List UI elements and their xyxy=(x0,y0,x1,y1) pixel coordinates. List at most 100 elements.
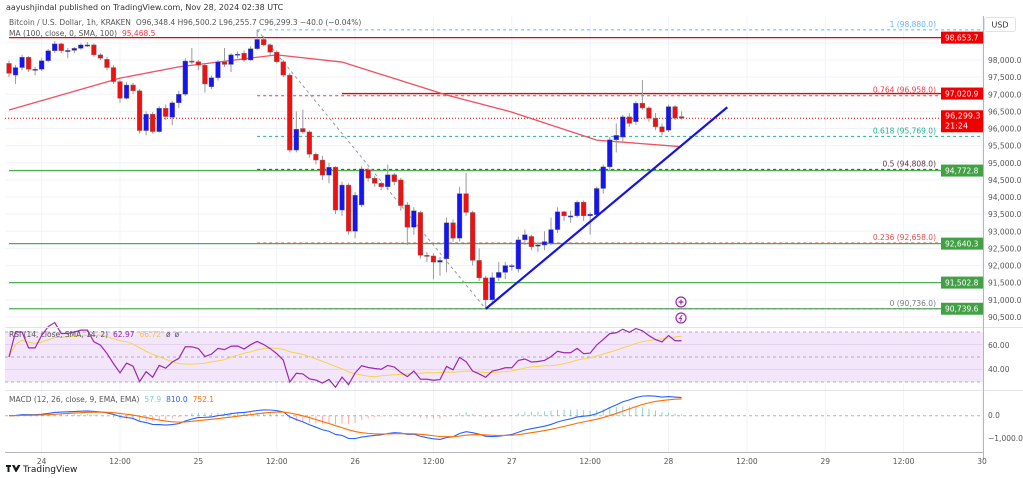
candle xyxy=(261,36,267,47)
candle xyxy=(378,181,384,191)
candle xyxy=(19,54,25,71)
candle xyxy=(150,112,156,134)
candle-body xyxy=(352,195,358,232)
candle-body xyxy=(646,107,652,119)
candle xyxy=(65,48,71,59)
trendline[interactable] xyxy=(484,106,729,310)
time-axis-label: 25 xyxy=(194,457,204,466)
time-axis-label: 12:00 xyxy=(579,457,601,466)
candle-body xyxy=(6,63,12,74)
fib-retracement[interactable]: 1 (98,880.0) 0.764 (96,958.0) 0.618 (95,76… xyxy=(257,20,983,310)
candle-body xyxy=(659,126,665,133)
candle-body xyxy=(633,102,639,122)
candle xyxy=(91,43,97,57)
candle xyxy=(156,106,162,133)
candle xyxy=(463,173,469,216)
candle-body xyxy=(626,116,632,124)
hidden-value-icon[interactable]: ø xyxy=(166,330,171,339)
candle xyxy=(287,73,293,153)
macd-legend[interactable]: MACD (12, 26, close, 9, EMA, EMA) 57.9 810… xyxy=(9,395,214,404)
candle xyxy=(215,60,221,81)
candle-body xyxy=(678,116,685,119)
level-price-label: 98,653.7 xyxy=(945,34,979,43)
currency-button[interactable] xyxy=(984,17,1016,32)
rsi-value: 62.97 xyxy=(113,330,135,339)
fib-level-label: 0 (90,736.0) xyxy=(890,299,936,308)
candle xyxy=(541,231,548,251)
candle xyxy=(443,217,450,273)
ma100-line xyxy=(8,54,682,148)
candle-body xyxy=(607,139,613,168)
candle xyxy=(97,53,104,60)
fib-anchor-line[interactable] xyxy=(256,29,487,310)
candle xyxy=(52,41,58,54)
price-axis-label: 90,500.0 xyxy=(988,313,1022,322)
candle-body xyxy=(65,50,71,52)
candle-body xyxy=(561,211,567,217)
time-axis-label: 24 xyxy=(37,457,47,466)
lightning-icon[interactable] xyxy=(675,312,687,324)
candle-body xyxy=(437,260,443,263)
candle-body xyxy=(241,52,247,61)
current-price: 96,299.3 xyxy=(945,111,981,120)
candle-body xyxy=(130,84,136,92)
candle-body xyxy=(176,94,182,104)
add-alert-icon[interactable] xyxy=(675,296,687,308)
candle-body xyxy=(91,44,97,56)
candle-body xyxy=(613,135,619,141)
horizontal-levels xyxy=(5,36,983,310)
candle xyxy=(169,101,175,126)
candle xyxy=(71,46,77,54)
tradingview-logo[interactable]: TradingView xyxy=(6,465,77,475)
candle-body xyxy=(483,277,489,301)
level-price-tag xyxy=(941,237,983,250)
price-axis[interactable] xyxy=(984,16,1023,460)
rsi-axis-label: 60.00 xyxy=(988,341,1010,350)
macd-lines xyxy=(8,395,683,440)
candle xyxy=(32,66,38,76)
candle xyxy=(267,43,273,55)
price-axis-label: 91,500.0 xyxy=(988,279,1022,288)
candle-body xyxy=(12,67,19,76)
price-axis-label: 96,000.0 xyxy=(988,125,1022,134)
candle xyxy=(319,155,326,180)
candle xyxy=(411,207,417,235)
ma-label: MA (100, close, 0, SMA, 100) xyxy=(9,29,117,38)
grid xyxy=(5,16,983,452)
candle-body xyxy=(136,90,143,131)
candle-body xyxy=(319,159,326,176)
candle-body xyxy=(104,59,110,68)
rsi-legend[interactable]: RSI (14, close, SMA, 14, 2) 62.97 66.72 ø ø xyxy=(9,330,180,339)
price-axis-label: 93,500.0 xyxy=(988,210,1022,219)
price-axis-label: 94,500.0 xyxy=(988,176,1022,185)
level-price-tag xyxy=(941,276,983,289)
ma-legend[interactable]: MA (100, close, 0, SMA, 100) 95,468.5 xyxy=(9,29,156,38)
candle xyxy=(136,89,143,134)
candle-body xyxy=(195,61,201,66)
candle xyxy=(163,104,169,120)
price-axis-label: 97,000.0 xyxy=(988,90,1022,99)
candle-body xyxy=(554,211,561,230)
hidden-value-icon[interactable]: ø xyxy=(175,330,180,339)
rsi-band xyxy=(5,331,983,417)
candle xyxy=(300,109,306,134)
candle xyxy=(509,263,515,271)
candle-body xyxy=(567,215,574,218)
candle xyxy=(522,229,528,246)
candle xyxy=(306,130,312,158)
symbol-legend[interactable]: Bitcoin / U.S. Dollar, 1h, KRAKEN O96,348… xyxy=(9,18,361,27)
candle-body xyxy=(143,113,149,131)
candle-body xyxy=(600,166,606,189)
candle-body xyxy=(313,154,319,161)
candle xyxy=(528,234,535,251)
candle xyxy=(581,200,587,222)
candle xyxy=(587,212,593,235)
candle-body xyxy=(117,81,123,99)
rsi-ma-line xyxy=(8,334,682,378)
candle xyxy=(417,210,423,259)
candle xyxy=(195,60,201,71)
level-price-tag xyxy=(941,31,983,44)
candle-body xyxy=(32,69,38,71)
candle xyxy=(313,152,319,165)
